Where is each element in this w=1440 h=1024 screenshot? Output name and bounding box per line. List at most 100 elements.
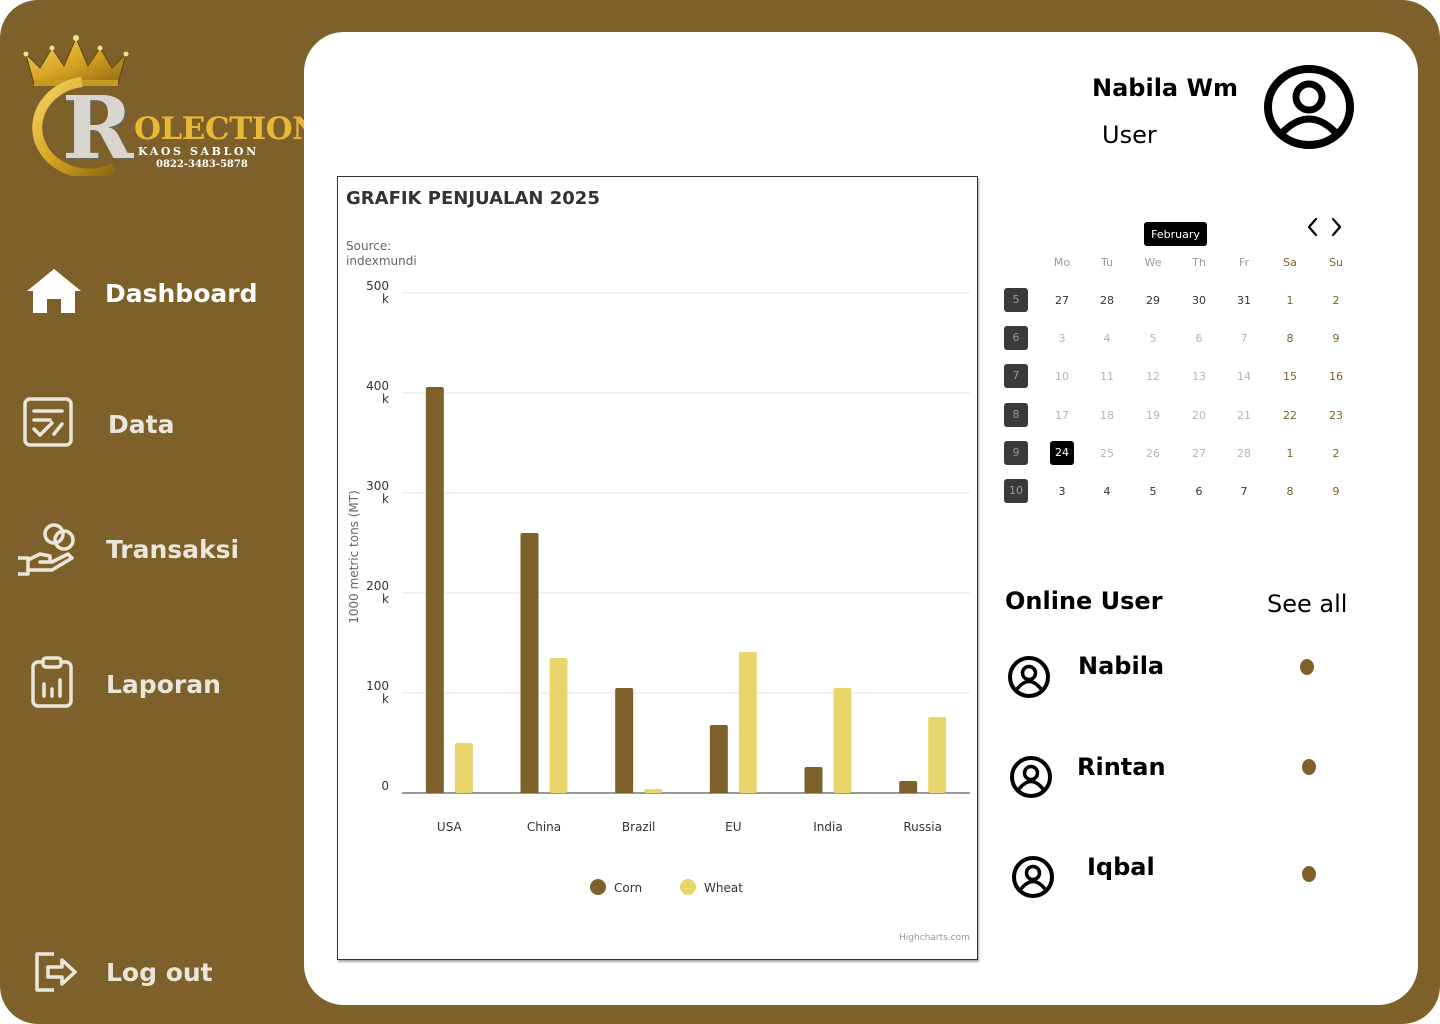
user-circle-icon xyxy=(1012,856,1054,898)
calendar-day[interactable]: 19 xyxy=(1146,409,1160,422)
x-tick-label: EU xyxy=(725,820,741,834)
calendar-day[interactable]: 30 xyxy=(1192,294,1206,307)
calendar-day[interactable]: 7 xyxy=(1240,485,1248,498)
calendar-day[interactable]: 2 xyxy=(1332,294,1340,307)
y-tick-label: 0 xyxy=(381,779,389,793)
logo-letter: R xyxy=(62,78,133,179)
calendar-day[interactable]: 25 xyxy=(1100,447,1114,460)
calendar-day[interactable]: 9 xyxy=(1332,332,1340,345)
see-all-link[interactable]: See all xyxy=(1267,590,1348,618)
calendar-day[interactable]: 13 xyxy=(1192,370,1206,383)
crown-icon xyxy=(23,35,129,179)
calendar-day[interactable]: 11 xyxy=(1100,370,1114,383)
user-role: User xyxy=(1102,121,1157,149)
calendar-day[interactable]: 10 xyxy=(1055,370,1069,383)
calendar-day[interactable]: 20 xyxy=(1192,409,1206,422)
logout-icon xyxy=(35,952,77,992)
calendar-day[interactable]: 8 xyxy=(1286,332,1294,345)
calendar-month-button[interactable]: February xyxy=(1144,222,1207,246)
calendar-day[interactable]: 4 xyxy=(1103,485,1111,498)
calendar-day[interactable]: 28 xyxy=(1237,447,1251,460)
user-name: Nabila Wm xyxy=(1092,74,1238,102)
calendar-day[interactable]: 5 xyxy=(1149,485,1157,498)
calendar-week-number: 7 xyxy=(1004,364,1028,388)
calendar-day[interactable]: 1 xyxy=(1286,294,1294,307)
calendar-weekday-label: Su xyxy=(1329,256,1343,269)
x-tick-label: China xyxy=(527,820,561,834)
calendar-day[interactable]: 31 xyxy=(1237,294,1251,307)
calendar-week-number: 8 xyxy=(1004,403,1028,427)
online-user-name: Rintan xyxy=(1077,753,1166,781)
calendar-weekday-label: Th xyxy=(1192,256,1206,269)
calendar-day[interactable]: 28 xyxy=(1100,294,1114,307)
calendar-week-number: 6 xyxy=(1004,326,1028,350)
chevron-left-icon[interactable] xyxy=(1305,216,1321,238)
calendar-day[interactable]: 21 xyxy=(1237,409,1251,422)
bar-wheat-eu xyxy=(738,652,757,793)
online-status-dot xyxy=(1302,866,1316,882)
calendar-weekday-label: Tu xyxy=(1100,256,1114,269)
calendar-day[interactable]: 8 xyxy=(1286,485,1294,498)
calendar-day[interactable]: 15 xyxy=(1283,370,1297,383)
user-circle-icon[interactable] xyxy=(1263,64,1355,150)
calendar-day[interactable]: 3 xyxy=(1058,332,1066,345)
logo-wordmark: OLECTION xyxy=(134,111,321,147)
calendar-day[interactable]: 12 xyxy=(1146,370,1160,383)
calendar-day[interactable]: 23 xyxy=(1329,409,1343,422)
y-tick-label: 100 k xyxy=(366,679,389,706)
online-users-title: Online User xyxy=(1005,587,1163,615)
sidebar-item-label: Data xyxy=(108,410,175,439)
chart-subtitle: Source: indexmundi xyxy=(346,239,417,268)
y-tick-label: 200 k xyxy=(366,579,389,606)
online-status-dot xyxy=(1300,659,1314,675)
calendar-day[interactable]: 4 xyxy=(1103,332,1111,345)
clipboard-chart-icon xyxy=(31,656,73,708)
y-tick-label: 500 k xyxy=(366,279,389,306)
calendar-day[interactable]: 6 xyxy=(1195,332,1203,345)
calendar-day[interactable]: 22 xyxy=(1283,409,1297,422)
y-axis-label: 1000 metric tons (MT) xyxy=(347,490,361,624)
bar-wheat-india xyxy=(833,688,852,793)
calendar-day-selected[interactable]: 24 xyxy=(1050,441,1074,465)
x-tick-label: India xyxy=(813,820,842,834)
bar-wheat-brazil xyxy=(644,789,663,793)
calendar-day[interactable]: 5 xyxy=(1149,332,1157,345)
bar-wheat-russia xyxy=(928,717,947,793)
calendar-day[interactable]: 18 xyxy=(1100,409,1114,422)
sales-chart: GRAFIK PENJUALAN 2025 Source: indexmundi… xyxy=(337,176,978,960)
calendar-week-number: 9 xyxy=(1004,441,1028,465)
calendar-day[interactable]: 2 xyxy=(1332,447,1340,460)
calendar-day[interactable]: 27 xyxy=(1055,294,1069,307)
chevron-right-icon[interactable] xyxy=(1328,216,1344,238)
hand-coins-icon xyxy=(18,523,75,576)
online-user-name: Nabila xyxy=(1078,652,1165,680)
bar-corn-china xyxy=(520,533,539,793)
calendar-day[interactable]: 3 xyxy=(1058,485,1066,498)
chart-credit[interactable]: Highcharts.com xyxy=(899,933,970,943)
calendar-day[interactable]: 16 xyxy=(1329,370,1343,383)
calendar-day[interactable]: 17 xyxy=(1055,409,1069,422)
calendar-day[interactable]: 9 xyxy=(1332,485,1340,498)
calendar-day[interactable]: 14 xyxy=(1237,370,1251,383)
bar-wheat-china xyxy=(549,658,568,793)
legend-label-corn: Corn xyxy=(614,881,642,895)
logo-phone: 0822-3483-5878 xyxy=(156,159,248,170)
calendar-day[interactable]: 27 xyxy=(1192,447,1206,460)
online-status-dot xyxy=(1302,759,1316,775)
calendar-day[interactable]: 6 xyxy=(1195,485,1203,498)
calendar-weekday-label: Fr xyxy=(1238,256,1250,269)
calendar-day[interactable]: 1 xyxy=(1286,447,1294,460)
checklist-icon xyxy=(23,397,73,447)
calendar-day[interactable]: 26 xyxy=(1146,447,1160,460)
x-tick-label: Brazil xyxy=(622,820,656,834)
user-circle-icon xyxy=(1010,756,1052,798)
calendar-weekday-label: We xyxy=(1144,256,1162,269)
bar-corn-usa xyxy=(425,387,444,793)
calendar-day[interactable]: 29 xyxy=(1146,294,1160,307)
bar-corn-eu xyxy=(709,725,728,793)
home-icon xyxy=(27,269,81,313)
calendar-week-number: 10 xyxy=(1004,479,1028,503)
user-circle-icon xyxy=(1008,656,1050,698)
calendar-day[interactable]: 7 xyxy=(1240,332,1248,345)
chart-plot: 0 100 k 200 k 300 k 400 k 500 k 1000 metric tons (M… xyxy=(347,279,970,895)
